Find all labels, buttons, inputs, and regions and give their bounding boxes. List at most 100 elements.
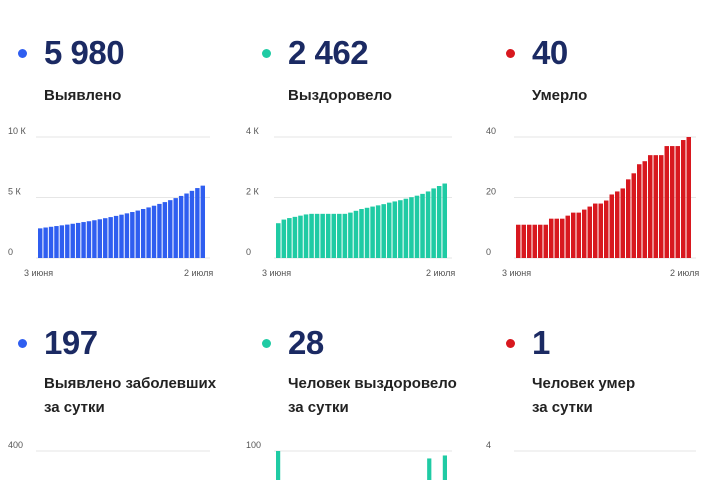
bar bbox=[65, 224, 70, 258]
red-dot-icon bbox=[506, 49, 515, 58]
bar bbox=[664, 146, 669, 258]
detected-daily-label-line1: Выявлено заболевших bbox=[44, 375, 217, 392]
detected-total-label: Выявлено bbox=[44, 87, 122, 104]
red-dot-icon bbox=[506, 339, 515, 348]
y-tick-label: 0 bbox=[8, 247, 13, 257]
stat-recovered-daily: 28 Человек выздоровело за сутки bbox=[262, 326, 482, 426]
stat-detected: 5 980 Выявлено bbox=[18, 36, 218, 116]
x-tick-label-start: 3 июня bbox=[262, 268, 291, 278]
bar bbox=[381, 204, 386, 258]
detected-total-value: 5 980 bbox=[44, 34, 125, 71]
bar bbox=[582, 209, 587, 258]
deaths-daily-label-line2: за сутки bbox=[532, 399, 593, 416]
bar bbox=[521, 224, 526, 258]
chart-detected-cumulative: 10 К 5 К 0 3 июня 2 июля bbox=[8, 126, 213, 278]
x-tick-label-end: 2 июля bbox=[670, 268, 699, 278]
bar bbox=[543, 224, 548, 258]
recovered-total-label: Выздоровело bbox=[288, 87, 392, 104]
stat-detected-daily: 197 Выявлено заболевших за сутки bbox=[18, 326, 238, 426]
bar bbox=[675, 146, 680, 258]
bar bbox=[276, 451, 281, 480]
bar bbox=[560, 218, 565, 258]
bar bbox=[414, 195, 420, 258]
bar bbox=[200, 185, 205, 258]
bar bbox=[631, 173, 636, 258]
y-tick-label: 100 bbox=[246, 440, 261, 450]
y-tick-label: 40 bbox=[486, 126, 496, 136]
bar bbox=[124, 213, 130, 258]
teal-dot-icon bbox=[262, 339, 271, 348]
bar bbox=[431, 188, 436, 258]
bar bbox=[427, 458, 432, 480]
bar bbox=[298, 215, 303, 258]
bar bbox=[626, 179, 631, 258]
chart-deaths-cumulative: 40 20 0 3 июня 2 июля bbox=[486, 126, 699, 278]
bar bbox=[287, 218, 292, 258]
bar bbox=[103, 218, 108, 258]
bar bbox=[92, 220, 97, 258]
bar bbox=[681, 140, 686, 258]
y-tick-label: 0 bbox=[246, 247, 251, 257]
bar bbox=[38, 228, 43, 258]
bar bbox=[292, 216, 298, 258]
bar bbox=[70, 223, 75, 258]
bar bbox=[348, 212, 353, 258]
bar bbox=[140, 208, 146, 258]
deaths-total-value: 40 bbox=[532, 34, 568, 71]
bar bbox=[97, 219, 103, 258]
bar bbox=[686, 137, 691, 258]
stat-recovered: 2 462 Выздоровело bbox=[262, 36, 462, 116]
bar bbox=[538, 224, 543, 258]
bar bbox=[130, 212, 135, 258]
x-tick-label-start: 3 июня bbox=[24, 268, 53, 278]
bar bbox=[598, 203, 603, 258]
bar bbox=[281, 219, 287, 258]
bar bbox=[75, 222, 81, 258]
bar bbox=[615, 191, 620, 258]
teal-dot-icon bbox=[262, 49, 271, 58]
x-tick-label-end: 2 июля bbox=[184, 268, 213, 278]
bar bbox=[81, 222, 86, 258]
stat-deaths-daily: 1 Человек умер за сутки bbox=[506, 326, 706, 426]
recovered-daily-label-line2: за сутки bbox=[288, 399, 349, 416]
bar bbox=[637, 164, 642, 258]
bar bbox=[565, 215, 570, 258]
blue-dot-icon bbox=[18, 339, 27, 348]
y-tick-label: 2 К bbox=[246, 187, 260, 197]
y-tick-label: 0 bbox=[486, 247, 491, 257]
bar bbox=[648, 155, 653, 258]
bar bbox=[642, 161, 647, 258]
bar bbox=[604, 200, 609, 258]
bar bbox=[195, 188, 200, 258]
bar bbox=[151, 205, 157, 258]
bar bbox=[331, 213, 337, 258]
bar bbox=[59, 225, 65, 258]
bar bbox=[425, 191, 431, 258]
bar bbox=[135, 210, 140, 258]
bar bbox=[325, 213, 331, 258]
y-tick-label: 4 bbox=[486, 440, 491, 450]
bar bbox=[303, 214, 309, 258]
bar bbox=[532, 224, 537, 258]
bar bbox=[620, 188, 625, 258]
bar bbox=[587, 206, 592, 258]
y-tick-label: 5 К bbox=[8, 187, 22, 197]
deaths-daily-value: 1 bbox=[532, 324, 550, 361]
recovered-daily-label-line1: Человек выздоровело bbox=[288, 375, 457, 392]
bar bbox=[342, 213, 348, 258]
chart-deaths-daily: 4 bbox=[486, 440, 696, 452]
bar bbox=[108, 217, 113, 258]
stat-deaths: 40 Умерло bbox=[506, 36, 706, 116]
chart-recovered-daily: 100 bbox=[246, 440, 452, 480]
x-tick-label-end: 2 июля bbox=[426, 268, 455, 278]
bar bbox=[420, 193, 425, 258]
y-tick-label: 10 К bbox=[8, 126, 27, 136]
bar bbox=[119, 214, 124, 258]
bar bbox=[54, 226, 59, 258]
bar bbox=[178, 195, 184, 258]
detected-daily-value: 197 bbox=[44, 324, 98, 361]
x-tick-label-start: 3 июня bbox=[502, 268, 531, 278]
bar bbox=[516, 224, 521, 258]
bar bbox=[314, 213, 320, 258]
bar bbox=[370, 206, 375, 258]
